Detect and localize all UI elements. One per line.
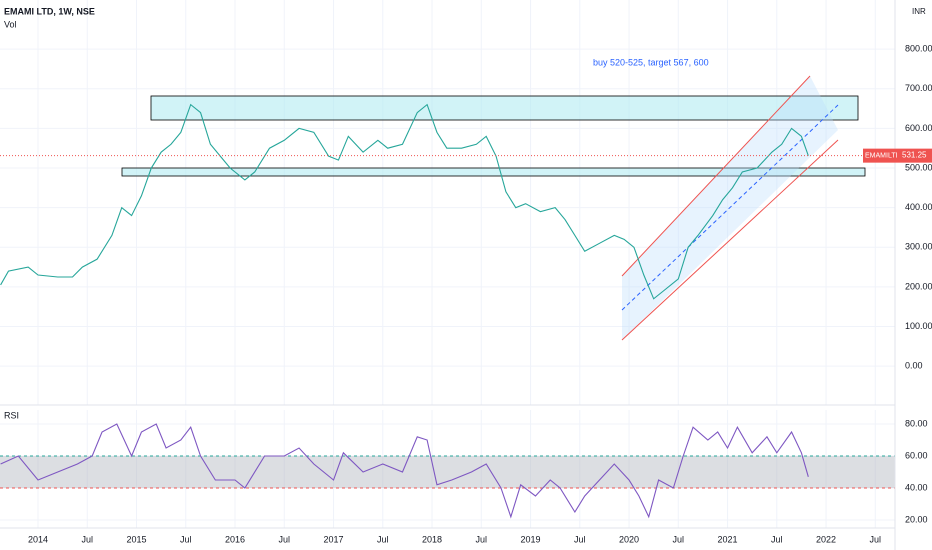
series-line: [0, 103, 809, 300]
x-tick-label: Jul: [279, 534, 291, 544]
y-tick-label: 80.00: [905, 418, 928, 428]
x-tick-label: Jul: [180, 534, 192, 544]
rsi-title: RSI: [4, 410, 19, 420]
x-tick-label: Jul: [771, 534, 783, 544]
x-tick-label: 2022: [816, 534, 836, 544]
y-tick-label: 60.00: [905, 450, 928, 460]
name-tag: [863, 148, 897, 163]
annotation: buy 520-525, target 567, 600: [593, 57, 709, 67]
x-tick-label: Jul: [476, 534, 488, 544]
x-tick-label: 2015: [127, 534, 147, 544]
x-tick-label: 2019: [521, 534, 541, 544]
x-tick-label: Jul: [574, 534, 586, 544]
channel-bottom: [621, 139, 839, 341]
series-line: [0, 423, 809, 519]
y-tick-label: 800.00: [905, 44, 932, 54]
x-tick-label: 2017: [324, 534, 344, 544]
resistance-zone: [150, 95, 859, 121]
y-tick-label: 20.00: [905, 514, 928, 524]
volume-label: Vol: [4, 19, 17, 29]
y-tick-label: 600.00: [905, 123, 932, 133]
x-tick-label: 2020: [619, 534, 639, 544]
y-tick-label: 500.00: [905, 162, 932, 172]
price-tag: [897, 148, 932, 163]
x-tick-label: 2016: [225, 534, 245, 544]
currency: INR: [912, 7, 926, 16]
x-tick-label: Jul: [870, 534, 882, 544]
chart-title: EMAMI LTD, 1W, NSE: [4, 6, 95, 16]
x-tick-label: Jul: [673, 534, 685, 544]
y-tick-label: 100.00: [905, 321, 932, 331]
channel-top: [621, 75, 811, 277]
x-tick-label: Jul: [82, 534, 94, 544]
y-tick-label: 0.00: [905, 361, 923, 371]
y-tick-label: 200.00: [905, 281, 932, 291]
y-tick-label: 700.00: [905, 83, 932, 93]
y-tick-label: 40.00: [905, 482, 928, 492]
price-tag-text: 531.25: [902, 151, 927, 160]
support-zone: [121, 167, 866, 177]
x-tick-label: 2014: [28, 534, 48, 544]
rsi-band: [0, 456, 895, 488]
x-tick-label: 2018: [422, 534, 442, 544]
x-tick-label: 2021: [718, 534, 738, 544]
name-tag-text: EMAMILTD: [865, 152, 901, 159]
y-tick-label: 300.00: [905, 242, 932, 252]
grid: [0, 0, 895, 528]
y-tick-label: 400.00: [905, 202, 932, 212]
plot: [0, 103, 895, 519]
x-tick-label: Jul: [377, 534, 389, 544]
